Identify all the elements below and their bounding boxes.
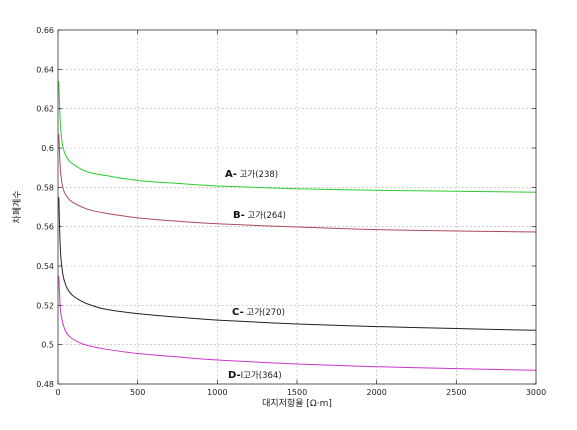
series-label-c: C- 고가(270): [232, 307, 285, 318]
tick-labels: 0 500 1000 1500 2000 2500 3000 0.48 0.5 0.52 0.54 0…: [36, 26, 546, 397]
x-tick-label: 2500: [446, 388, 466, 397]
y-tick-label: 0.48: [36, 380, 54, 389]
series-line-a: [58, 81, 537, 193]
y-tick-label: 0.64: [36, 65, 54, 74]
y-tick-label: 0.5: [41, 341, 54, 350]
series-label-a: A- 고가(238): [225, 169, 278, 180]
x-tick-label: 0: [55, 388, 60, 397]
x-tick-label: 3000: [526, 388, 546, 397]
y-tick-label: 0.66: [36, 26, 54, 35]
series-labels: A- 고가(238) B- 고가(264) C- 고가(270) D-Ⅰ고가(364): [225, 169, 286, 381]
series-label-b: B- 고가(264): [233, 210, 286, 221]
x-tick-label: 500: [130, 388, 145, 397]
y-tick-label: 0.52: [36, 301, 54, 310]
x-tick-label: 2000: [366, 388, 386, 397]
y-tick-label: 0.62: [36, 105, 54, 114]
series-label-d: D-Ⅰ고가(364): [228, 370, 282, 381]
y-tick-label: 0.6: [41, 144, 54, 153]
grid: [58, 30, 536, 384]
y-tick-label: 0.56: [36, 223, 54, 232]
series-line-c: [58, 197, 537, 331]
series-lines: [58, 81, 537, 371]
y-axis-title: 차폐계수: [11, 190, 23, 223]
series-line-b: [58, 134, 537, 233]
series-line-d: [58, 275, 537, 371]
x-tick-label: 1500: [287, 388, 307, 397]
y-tick-label: 0.54: [36, 262, 54, 271]
y-tick-label: 0.58: [36, 183, 54, 192]
x-tick-label: 1000: [207, 388, 227, 397]
x-axis-title: 대지저항율 [Ω·m]: [262, 398, 332, 409]
